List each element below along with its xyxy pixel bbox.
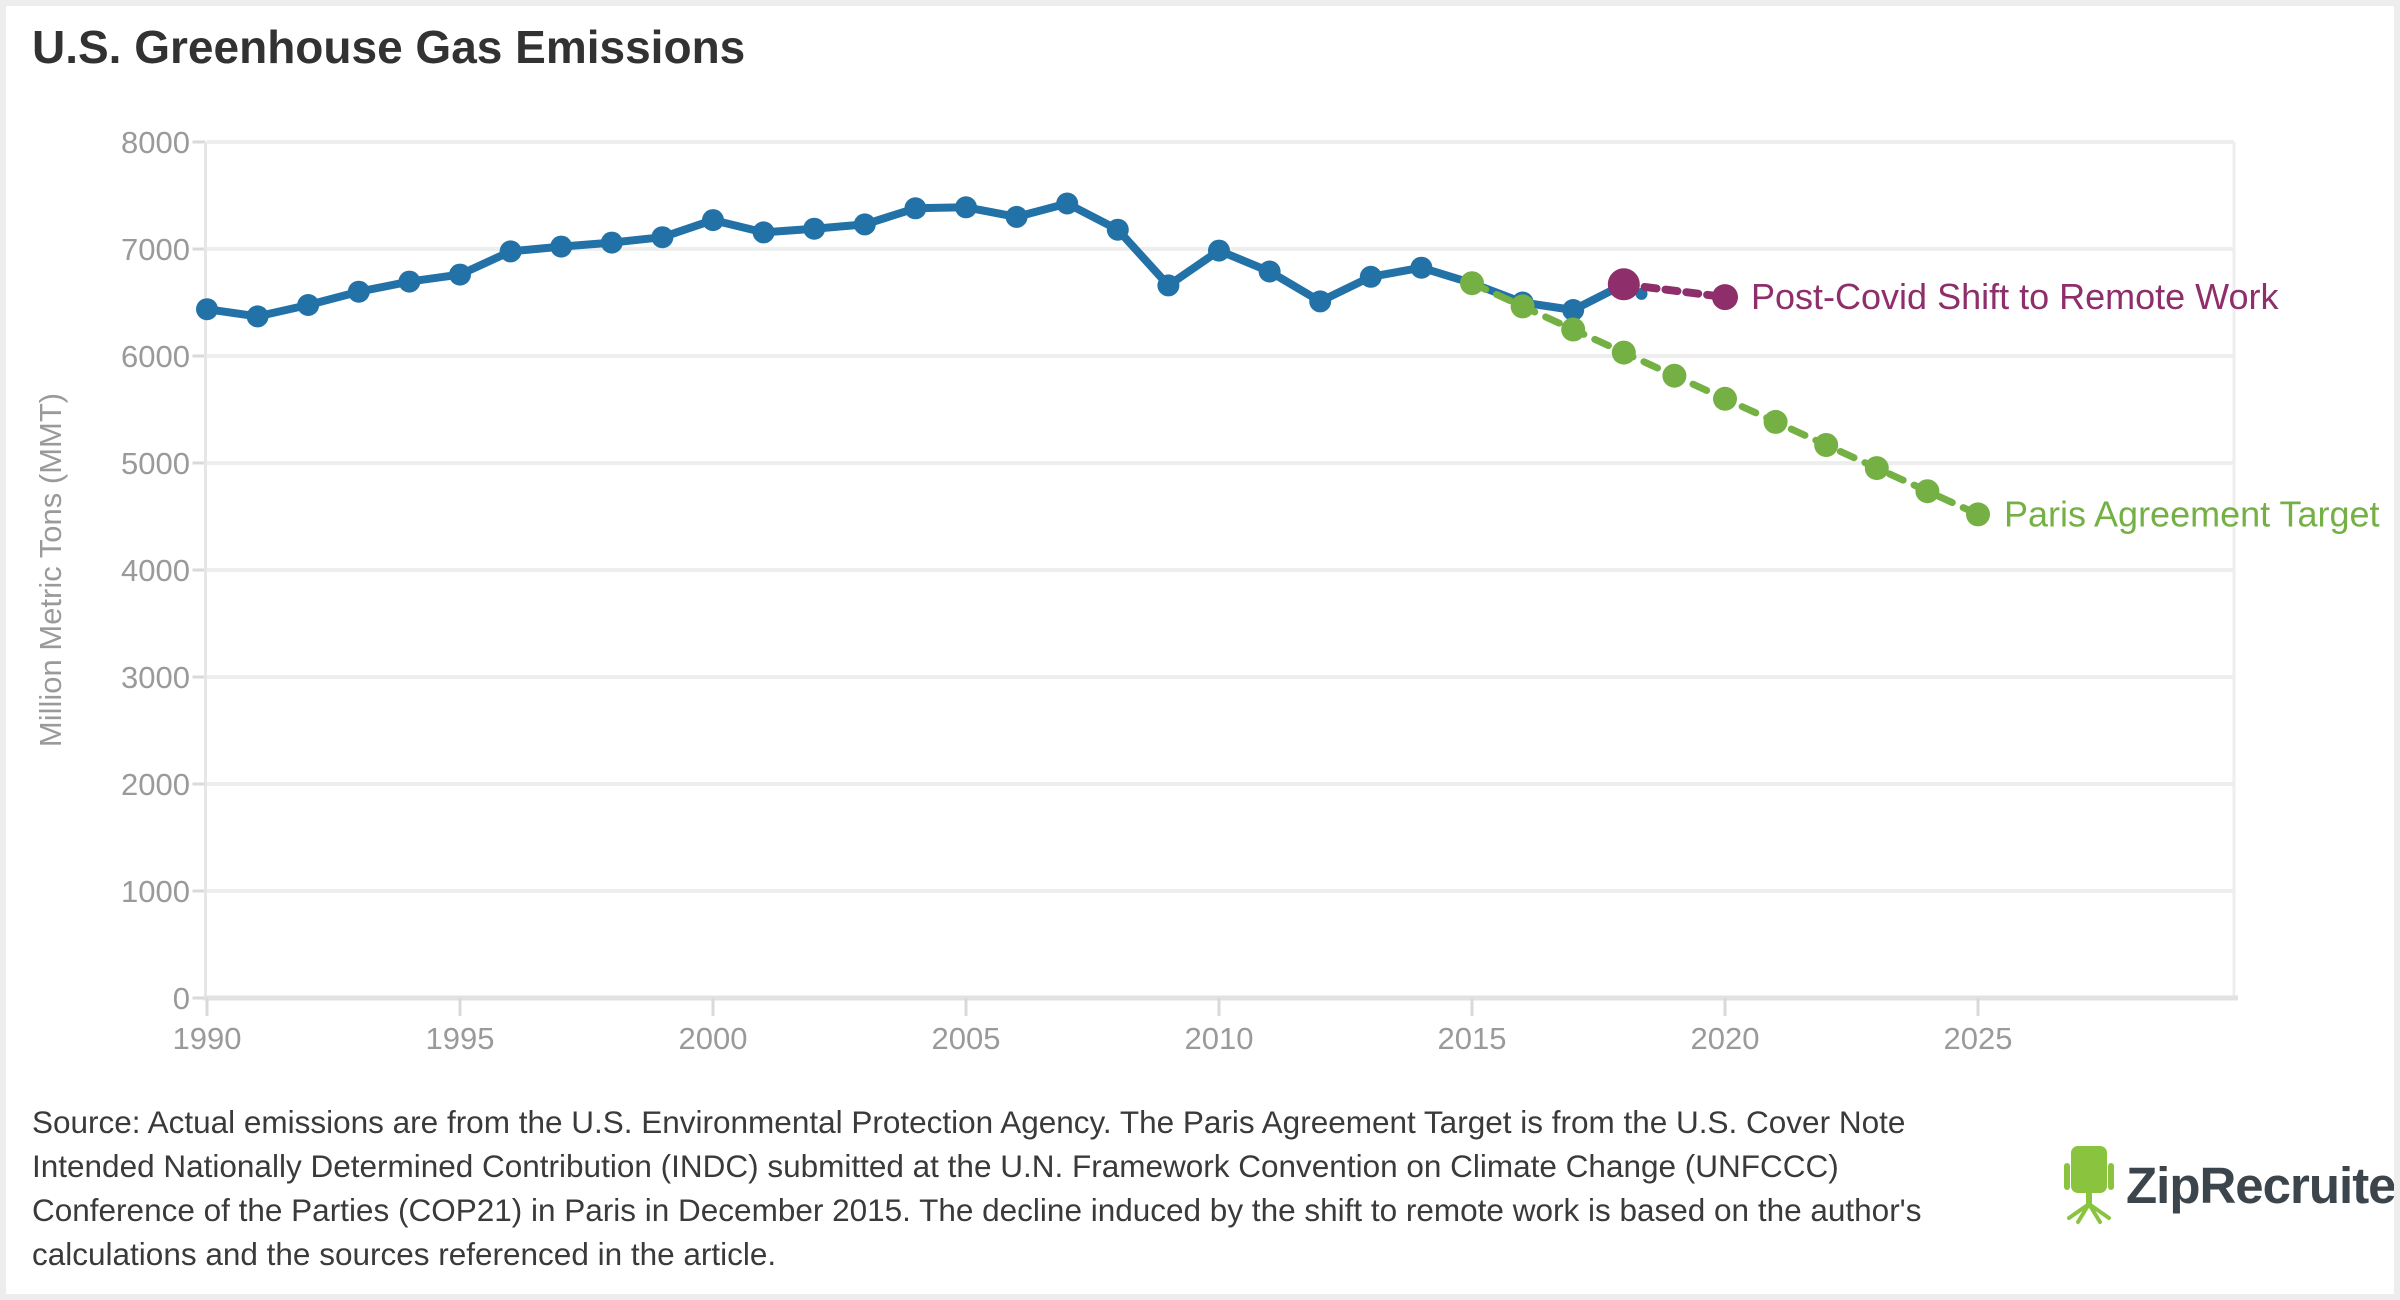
- svg-text:2010: 2010: [1185, 1021, 1254, 1056]
- svg-text:2020: 2020: [1691, 1021, 1760, 1056]
- logo-wordmark: ZipRecruiter ®: [2126, 1156, 2400, 1215]
- source-note: Source: Actual emissions are from the U.…: [32, 1100, 2042, 1276]
- svg-text:7000: 7000: [121, 232, 190, 267]
- chair-icon: [2064, 1146, 2114, 1224]
- svg-text:2025: 2025: [1944, 1021, 2013, 1056]
- page-title: U.S. Greenhouse Gas Emissions: [32, 21, 746, 73]
- emissions-chart: 0 1000 2000 3000 4000 5000 6000 7000 8000 1990 199…: [33, 125, 2380, 1056]
- source-line: calculations and the sources referenced …: [32, 1236, 777, 1272]
- svg-text:0: 0: [173, 981, 190, 1016]
- svg-text:5000: 5000: [121, 446, 190, 481]
- source-line: Intended Nationally Determined Contribut…: [32, 1148, 1839, 1184]
- svg-text:Post-Covid Shift to Remote Wor: Post-Covid Shift to Remote Work: [1751, 276, 2280, 317]
- svg-text:2000: 2000: [121, 767, 190, 802]
- svg-text:Million Metric Tons (MMT): Million Metric Tons (MMT): [33, 393, 68, 747]
- ziprecruiter-logo: ZipRecruiter ®: [2064, 1142, 2400, 1228]
- source-line: Conference of the Parties (COP21) in Par…: [32, 1192, 1922, 1228]
- svg-text:4000: 4000: [121, 553, 190, 588]
- svg-text:1990: 1990: [173, 1021, 242, 1056]
- svg-text:2005: 2005: [932, 1021, 1001, 1056]
- svg-text:1995: 1995: [426, 1021, 495, 1056]
- logo-text: ZipRecruiter: [2126, 1156, 2400, 1214]
- svg-text:6000: 6000: [121, 339, 190, 374]
- svg-text:8000: 8000: [121, 125, 190, 160]
- source-line: Source: Actual emissions are from the U.…: [32, 1104, 1906, 1140]
- svg-text:2000: 2000: [679, 1021, 748, 1056]
- svg-text:Paris Agreement Target: Paris Agreement Target: [2004, 493, 2380, 534]
- svg-text:3000: 3000: [121, 660, 190, 695]
- svg-text:1000: 1000: [121, 874, 190, 909]
- svg-text:2015: 2015: [1438, 1021, 1507, 1056]
